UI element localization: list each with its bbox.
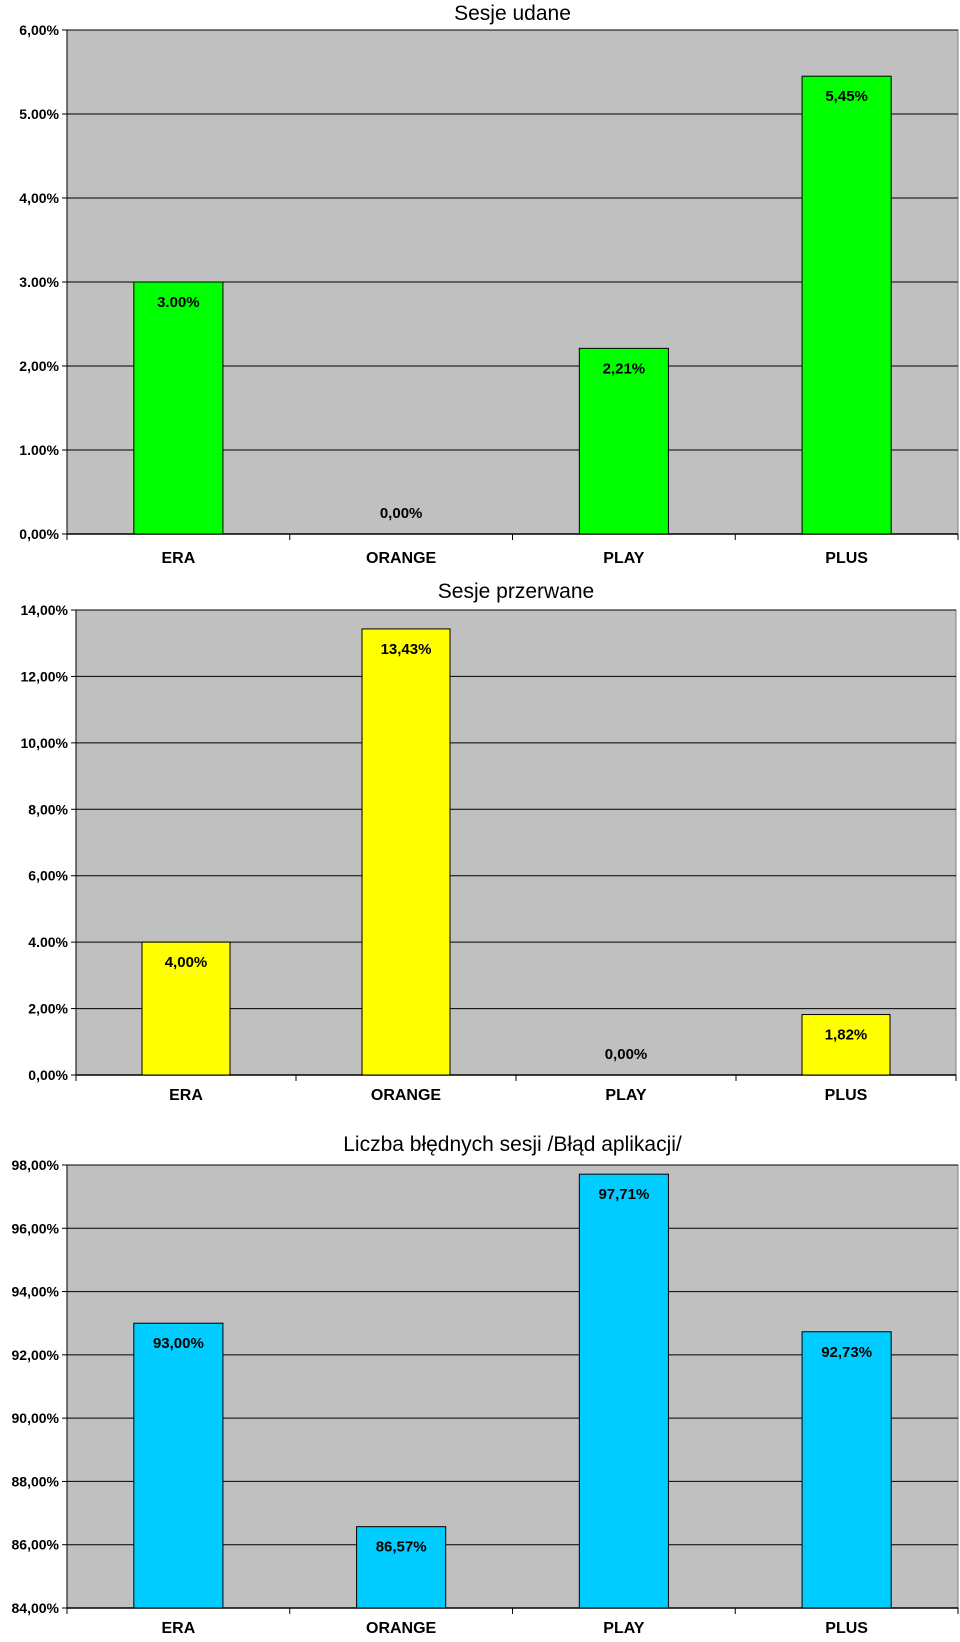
data-label-era: 93,00% — [153, 1335, 204, 1352]
y-tick-label: 4.00% — [28, 934, 68, 950]
x-category-label: ORANGE — [371, 1087, 442, 1104]
y-tick-label: 2,00% — [19, 358, 59, 374]
y-tick-label: 0,00% — [19, 526, 59, 542]
chart-title: Liczba błędnych sesji /Błąd aplikacji/ — [343, 1133, 682, 1156]
y-tick-label: 86,00% — [12, 1537, 60, 1553]
x-category-label: PLAY — [605, 1087, 647, 1104]
bar-plus — [801, 75, 892, 535]
x-category-label: ERA — [161, 550, 195, 567]
y-tick-label: 90,00% — [12, 1410, 60, 1426]
chart-title: Sesje przerwane — [438, 580, 594, 603]
bar-play — [578, 1173, 669, 1609]
y-tick-label: 3.00% — [19, 274, 59, 290]
bar-plus — [801, 1331, 892, 1609]
data-label-plus: 92,73% — [821, 1344, 872, 1361]
chart-title: Sesje udane — [454, 2, 571, 25]
chart-svg: Sesje przerwane 0,00% 2,00% 4.00% 6,00% 8,00%… — [21, 580, 957, 1104]
y-tick-label: 6,00% — [28, 868, 68, 884]
bar-orange — [356, 1526, 447, 1609]
y-tick-label: 92,00% — [12, 1347, 60, 1363]
x-category-label: PLUS — [825, 550, 868, 567]
y-tick-label: 10,00% — [21, 735, 69, 751]
chart-sesje-przerwane: Sesje przerwane 0,00% 2,00% 4.00% 6,00% 8,00%… — [0, 575, 960, 1110]
data-label-era: 4,00% — [165, 954, 208, 971]
data-label-play: 97,71% — [598, 1186, 649, 1203]
data-label-play: 2,21% — [603, 360, 646, 377]
y-tick-label: 84,00% — [12, 1600, 60, 1616]
y-tick-label: 5.00% — [19, 106, 59, 122]
y-tick-label: 12,00% — [21, 668, 69, 684]
y-tick-label: 2,00% — [28, 1001, 68, 1017]
x-category-label: PLAY — [603, 1620, 645, 1637]
x-category-label: ERA — [169, 1087, 203, 1104]
y-tick-label: 96,00% — [12, 1220, 60, 1236]
data-label-orange: 13,43% — [381, 641, 432, 658]
bar-plus — [801, 1014, 891, 1076]
x-category-label: PLUS — [825, 1087, 868, 1104]
data-label-play: 0,00% — [605, 1046, 648, 1063]
chart-svg: Liczba błędnych sesji /Błąd aplikacji/84… — [12, 1133, 959, 1637]
bar-era — [141, 941, 231, 1076]
x-category-label: ORANGE — [366, 1620, 437, 1637]
y-tick-label: 0,00% — [28, 1067, 68, 1083]
bar-era — [133, 1322, 224, 1609]
x-category-label: PLUS — [825, 1620, 868, 1637]
data-label-orange: 86,57% — [376, 1539, 427, 1556]
data-label-plus: 5,45% — [825, 88, 868, 105]
bar-play — [578, 347, 669, 535]
data-label-era: 3.00% — [157, 294, 200, 311]
y-tick-label: 8,00% — [28, 801, 68, 817]
y-tick-label: 1.00% — [19, 442, 59, 458]
y-tick-label: 14,00% — [21, 602, 69, 618]
x-category-label: ERA — [161, 1620, 195, 1637]
x-category-label: PLAY — [603, 550, 645, 567]
y-tick-label: 88,00% — [12, 1473, 60, 1489]
chart-svg: Sesje udane 0,00% 1.00% 2,00% 3.00% 4,00% 5.00… — [19, 2, 959, 567]
y-tick-label: 98,00% — [12, 1157, 60, 1173]
x-category-label: ORANGE — [366, 550, 437, 567]
data-label-orange: 0,00% — [380, 505, 423, 522]
bar-era — [133, 281, 224, 535]
chart-sesje-udane: Sesje udane 0,00% 1.00% 2,00% 3.00% 4,00% 5.00… — [0, 0, 960, 575]
y-tick-label: 94,00% — [12, 1284, 60, 1300]
chart-bledne-sesje: Liczba błędnych sesji /Błąd aplikacji/84… — [0, 1110, 960, 1642]
y-tick-label: 6,00% — [19, 22, 59, 38]
bar-orange — [361, 628, 451, 1076]
data-label-plus: 1,82% — [825, 1027, 868, 1044]
y-tick-label: 4,00% — [19, 190, 59, 206]
